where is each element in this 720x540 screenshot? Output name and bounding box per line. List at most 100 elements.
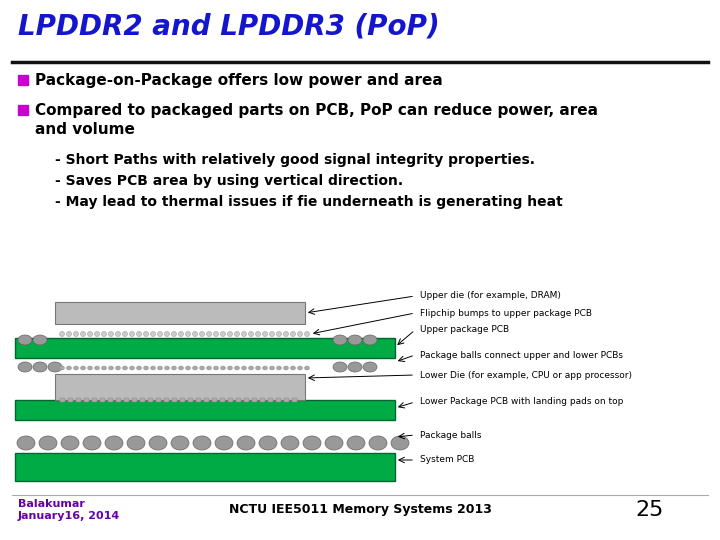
- Ellipse shape: [297, 366, 302, 370]
- Bar: [100, 398, 105, 402]
- Ellipse shape: [33, 362, 47, 372]
- Ellipse shape: [60, 332, 65, 336]
- Ellipse shape: [333, 362, 347, 372]
- Ellipse shape: [66, 332, 71, 336]
- Text: - Short Paths with relatively good signal integrity properties.: - Short Paths with relatively good signa…: [55, 153, 535, 167]
- Ellipse shape: [130, 332, 135, 336]
- Ellipse shape: [214, 332, 218, 336]
- Ellipse shape: [305, 366, 310, 370]
- Ellipse shape: [150, 366, 156, 370]
- Bar: [15, 453, 395, 481]
- Ellipse shape: [297, 332, 302, 336]
- Text: LPDDR2 and LPDDR3 (PoP): LPDDR2 and LPDDR3 (PoP): [18, 12, 440, 40]
- Ellipse shape: [60, 366, 65, 370]
- Ellipse shape: [18, 335, 32, 345]
- Ellipse shape: [122, 366, 127, 370]
- Bar: [18, 75, 28, 85]
- Bar: [252, 398, 257, 402]
- Ellipse shape: [81, 366, 86, 370]
- Ellipse shape: [192, 332, 197, 336]
- Bar: [60, 398, 65, 402]
- Bar: [236, 398, 241, 402]
- Text: January16, 2014: January16, 2014: [18, 511, 120, 521]
- Ellipse shape: [102, 332, 107, 336]
- Ellipse shape: [61, 436, 79, 450]
- Ellipse shape: [102, 366, 107, 370]
- Ellipse shape: [235, 366, 240, 370]
- Ellipse shape: [228, 366, 233, 370]
- Ellipse shape: [241, 366, 246, 370]
- Ellipse shape: [199, 332, 204, 336]
- Text: - Saves PCB area by using vertical direction.: - Saves PCB area by using vertical direc…: [55, 174, 403, 188]
- Bar: [15, 400, 395, 420]
- Text: - May lead to thermal issues if fie underneath is generating heat: - May lead to thermal issues if fie unde…: [55, 195, 563, 209]
- Ellipse shape: [193, 436, 211, 450]
- Ellipse shape: [347, 436, 365, 450]
- Ellipse shape: [263, 332, 268, 336]
- Bar: [68, 398, 73, 402]
- Bar: [164, 398, 169, 402]
- Ellipse shape: [115, 366, 120, 370]
- Ellipse shape: [276, 366, 282, 370]
- Ellipse shape: [17, 436, 35, 450]
- Ellipse shape: [192, 366, 197, 370]
- Text: and volume: and volume: [35, 122, 135, 137]
- Ellipse shape: [94, 332, 99, 336]
- Ellipse shape: [109, 366, 114, 370]
- Bar: [212, 398, 217, 402]
- Bar: [284, 398, 289, 402]
- Text: Upper package PCB: Upper package PCB: [420, 326, 509, 334]
- Ellipse shape: [158, 332, 163, 336]
- Ellipse shape: [105, 436, 123, 450]
- Text: 25: 25: [636, 500, 664, 520]
- Ellipse shape: [150, 332, 156, 336]
- Ellipse shape: [305, 332, 310, 336]
- Ellipse shape: [263, 366, 268, 370]
- Ellipse shape: [48, 362, 62, 372]
- Ellipse shape: [88, 332, 92, 336]
- Ellipse shape: [127, 436, 145, 450]
- Ellipse shape: [348, 335, 362, 345]
- Ellipse shape: [220, 332, 225, 336]
- Bar: [148, 398, 153, 402]
- Ellipse shape: [122, 332, 127, 336]
- Ellipse shape: [215, 436, 233, 450]
- Ellipse shape: [207, 332, 212, 336]
- Ellipse shape: [18, 362, 32, 372]
- Bar: [204, 398, 209, 402]
- Ellipse shape: [130, 366, 135, 370]
- Ellipse shape: [303, 436, 321, 450]
- Bar: [244, 398, 249, 402]
- Ellipse shape: [284, 366, 289, 370]
- Bar: [18, 105, 28, 115]
- Bar: [196, 398, 201, 402]
- Ellipse shape: [256, 332, 261, 336]
- Bar: [276, 398, 281, 402]
- Ellipse shape: [228, 332, 233, 336]
- Ellipse shape: [66, 366, 71, 370]
- Ellipse shape: [94, 366, 99, 370]
- Text: Compared to packaged parts on PCB, PoP can reduce power, area: Compared to packaged parts on PCB, PoP c…: [35, 103, 598, 118]
- Ellipse shape: [391, 436, 409, 450]
- Ellipse shape: [164, 332, 169, 336]
- Ellipse shape: [363, 362, 377, 372]
- Ellipse shape: [73, 366, 78, 370]
- Bar: [55, 302, 305, 324]
- Ellipse shape: [83, 436, 101, 450]
- Ellipse shape: [290, 332, 295, 336]
- Text: Package balls connect upper and lower PCBs: Package balls connect upper and lower PC…: [420, 350, 623, 360]
- Ellipse shape: [149, 436, 167, 450]
- Bar: [260, 398, 265, 402]
- Ellipse shape: [276, 332, 282, 336]
- Ellipse shape: [235, 332, 240, 336]
- Bar: [132, 398, 137, 402]
- Text: Upper die (for example, DRAM): Upper die (for example, DRAM): [420, 292, 561, 300]
- Bar: [268, 398, 273, 402]
- Ellipse shape: [186, 332, 191, 336]
- Ellipse shape: [33, 335, 47, 345]
- Bar: [180, 398, 185, 402]
- Ellipse shape: [325, 436, 343, 450]
- Ellipse shape: [199, 366, 204, 370]
- Ellipse shape: [269, 332, 274, 336]
- Ellipse shape: [143, 332, 148, 336]
